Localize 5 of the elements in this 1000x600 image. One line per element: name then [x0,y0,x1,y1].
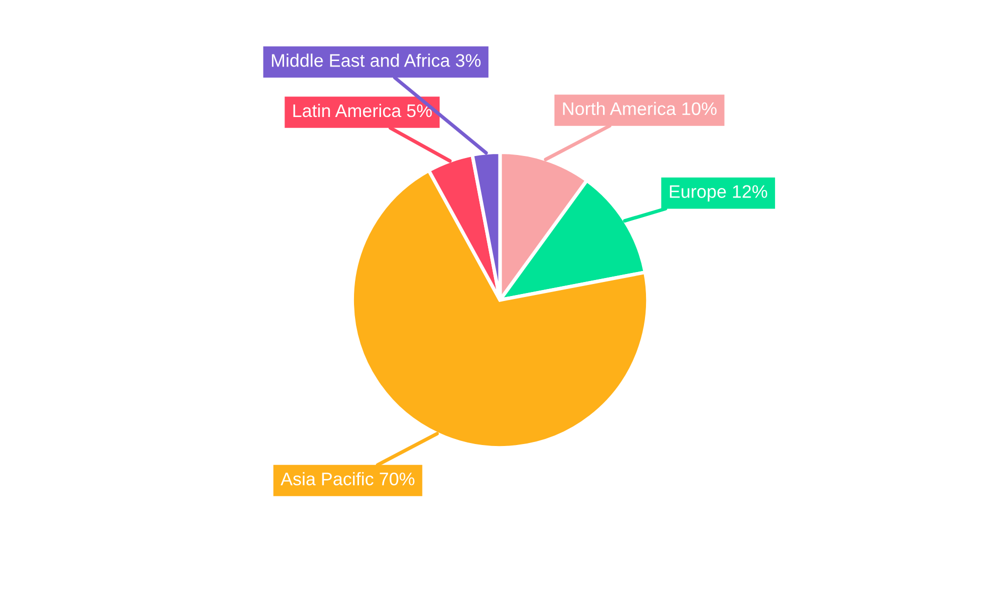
slice-label: Latin America 5% [293,104,432,118]
slice-label: Asia Pacific 70% [280,472,414,486]
slice-label: Middle East and Africa 3% [272,54,481,67]
slice-label: North America 10% [563,102,717,116]
slice-label: Europe 12% [670,185,768,202]
